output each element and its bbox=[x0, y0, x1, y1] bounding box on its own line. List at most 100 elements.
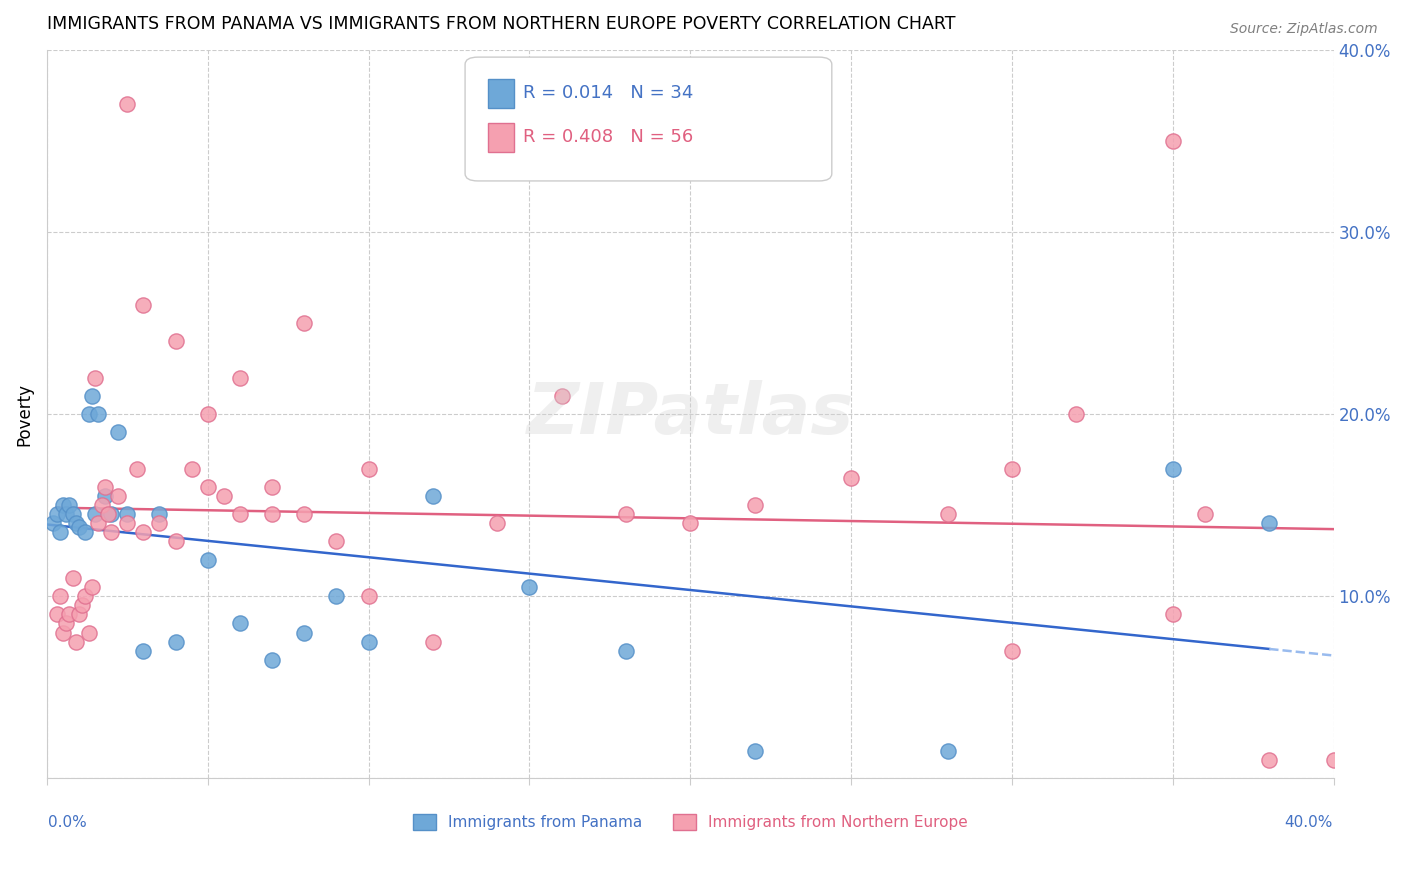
Point bbox=[422, 634, 444, 648]
Point bbox=[1323, 753, 1346, 767]
Point bbox=[197, 480, 219, 494]
Point bbox=[148, 507, 170, 521]
Point bbox=[62, 571, 84, 585]
Point bbox=[125, 461, 148, 475]
Point bbox=[679, 516, 702, 531]
Point bbox=[132, 298, 155, 312]
Point bbox=[165, 534, 187, 549]
Point bbox=[107, 425, 129, 440]
FancyBboxPatch shape bbox=[488, 79, 515, 108]
Point bbox=[229, 616, 252, 631]
Point bbox=[94, 480, 117, 494]
Point bbox=[100, 507, 122, 521]
Point bbox=[936, 507, 959, 521]
Point bbox=[117, 97, 139, 112]
Point bbox=[132, 525, 155, 540]
Point bbox=[49, 525, 72, 540]
Point bbox=[519, 580, 541, 594]
Point bbox=[75, 525, 97, 540]
Point bbox=[614, 644, 637, 658]
Point bbox=[107, 489, 129, 503]
Point bbox=[486, 516, 509, 531]
Point bbox=[52, 625, 75, 640]
Point bbox=[357, 589, 380, 603]
FancyBboxPatch shape bbox=[488, 123, 515, 152]
Point bbox=[1161, 607, 1184, 622]
Point bbox=[87, 516, 110, 531]
Point bbox=[62, 507, 84, 521]
Point bbox=[550, 389, 572, 403]
Point bbox=[229, 370, 252, 384]
Point bbox=[77, 407, 100, 421]
Point bbox=[1161, 134, 1184, 148]
FancyBboxPatch shape bbox=[465, 57, 832, 181]
Point bbox=[84, 507, 107, 521]
Text: R = 0.014   N = 34: R = 0.014 N = 34 bbox=[523, 84, 693, 102]
Point bbox=[744, 498, 766, 512]
Point bbox=[67, 607, 90, 622]
Point bbox=[87, 407, 110, 421]
Point bbox=[117, 516, 139, 531]
Point bbox=[325, 534, 347, 549]
Point bbox=[357, 634, 380, 648]
Point bbox=[292, 625, 315, 640]
Point bbox=[212, 489, 235, 503]
Point bbox=[148, 516, 170, 531]
Point bbox=[262, 507, 284, 521]
Text: ZIPatlas: ZIPatlas bbox=[527, 379, 853, 449]
Point bbox=[614, 507, 637, 521]
Point bbox=[52, 498, 75, 512]
Point bbox=[262, 480, 284, 494]
Point bbox=[936, 744, 959, 758]
Point bbox=[262, 653, 284, 667]
Text: IMMIGRANTS FROM PANAMA VS IMMIGRANTS FROM NORTHERN EUROPE POVERTY CORRELATION CH: IMMIGRANTS FROM PANAMA VS IMMIGRANTS FRO… bbox=[46, 15, 956, 33]
Point bbox=[229, 507, 252, 521]
Point bbox=[1161, 461, 1184, 475]
Point bbox=[1001, 644, 1024, 658]
Point bbox=[45, 607, 67, 622]
Point bbox=[1258, 516, 1281, 531]
Y-axis label: Poverty: Poverty bbox=[15, 383, 32, 445]
Text: 40.0%: 40.0% bbox=[1284, 814, 1333, 830]
Point bbox=[165, 634, 187, 648]
Point bbox=[58, 498, 80, 512]
Point bbox=[97, 507, 120, 521]
Point bbox=[1258, 753, 1281, 767]
Point bbox=[180, 461, 202, 475]
Point bbox=[67, 520, 90, 534]
Point bbox=[55, 507, 77, 521]
Point bbox=[55, 616, 77, 631]
Point bbox=[58, 607, 80, 622]
Point bbox=[94, 489, 117, 503]
Point bbox=[72, 599, 94, 613]
Text: Source: ZipAtlas.com: Source: ZipAtlas.com bbox=[1230, 22, 1378, 37]
Point bbox=[45, 507, 67, 521]
Point bbox=[422, 489, 444, 503]
Point bbox=[1001, 461, 1024, 475]
Point bbox=[357, 461, 380, 475]
Point bbox=[117, 507, 139, 521]
Legend: Immigrants from Panama, Immigrants from Northern Europe: Immigrants from Panama, Immigrants from … bbox=[406, 808, 974, 836]
Point bbox=[292, 316, 315, 330]
Point bbox=[84, 370, 107, 384]
Point bbox=[90, 498, 112, 512]
Point bbox=[65, 516, 87, 531]
Point bbox=[197, 552, 219, 566]
Point bbox=[42, 516, 65, 531]
Point bbox=[197, 407, 219, 421]
Point bbox=[100, 525, 122, 540]
Point bbox=[839, 471, 862, 485]
Text: 0.0%: 0.0% bbox=[48, 814, 87, 830]
Point bbox=[325, 589, 347, 603]
Point bbox=[292, 507, 315, 521]
Point bbox=[77, 625, 100, 640]
Point bbox=[80, 389, 103, 403]
Point bbox=[1194, 507, 1216, 521]
Point bbox=[80, 580, 103, 594]
Point bbox=[75, 589, 97, 603]
Point bbox=[165, 334, 187, 348]
Point bbox=[65, 634, 87, 648]
Point bbox=[49, 589, 72, 603]
Point bbox=[744, 744, 766, 758]
Point bbox=[132, 644, 155, 658]
